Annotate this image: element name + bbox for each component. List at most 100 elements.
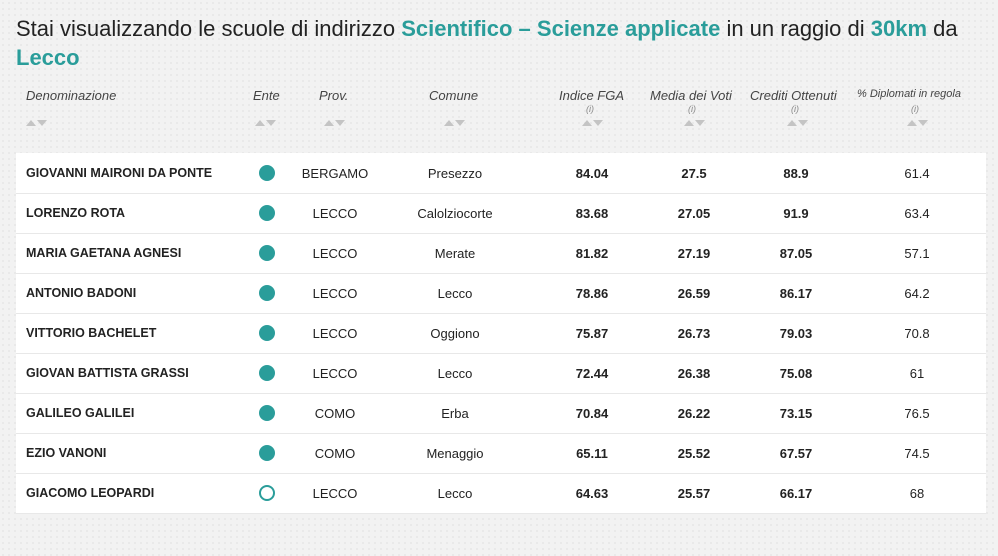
ente-filled-circle-icon bbox=[259, 285, 275, 301]
title-mid: in un raggio di bbox=[720, 16, 871, 41]
cell-indice: 83.68 bbox=[575, 205, 609, 221]
cell-media: 26.59 bbox=[677, 285, 711, 301]
sort-indice-icon[interactable] bbox=[582, 120, 604, 128]
cell-prov: LECCO bbox=[312, 325, 358, 341]
cell-prov: LECCO bbox=[312, 205, 358, 221]
cell-name[interactable]: GIOVAN BATTISTA GRASSI bbox=[26, 366, 189, 380]
cell-prov: COMO bbox=[314, 405, 356, 421]
cell-media: 27.05 bbox=[677, 205, 711, 221]
cell-indice: 78.86 bbox=[575, 285, 609, 301]
cell-ente bbox=[252, 273, 282, 313]
col-denominazione: Denominazione bbox=[26, 88, 117, 103]
cell-prov: BERGAMO bbox=[301, 165, 369, 181]
col-prov: Prov. bbox=[319, 88, 349, 103]
info-media-icon[interactable]: (i) bbox=[688, 104, 696, 114]
cell-ente bbox=[252, 433, 282, 473]
cell-ente bbox=[252, 233, 282, 273]
cell-indice: 70.84 bbox=[575, 405, 609, 421]
cell-ente bbox=[252, 393, 282, 433]
cell-indice: 75.87 bbox=[575, 325, 609, 341]
sort-prov-icon[interactable] bbox=[324, 120, 346, 128]
info-diplomati-icon[interactable]: (i) bbox=[911, 104, 919, 114]
cell-crediti: 67.57 bbox=[779, 445, 813, 461]
sort-ente-icon[interactable] bbox=[255, 120, 277, 128]
cell-diplomati: 68 bbox=[909, 485, 925, 501]
cell-name[interactable]: VITTORIO BACHELET bbox=[26, 326, 157, 340]
cell-diplomati: 70.8 bbox=[904, 325, 930, 341]
cell-prov: LECCO bbox=[312, 245, 358, 261]
table-row[interactable]: EZIO VANONI COMO Menaggio 65.11 25.52 67.57 74… bbox=[16, 433, 986, 474]
cell-crediti: 91.9 bbox=[783, 205, 809, 221]
cell-diplomati: 61 bbox=[909, 365, 925, 381]
title-suffix: da bbox=[927, 16, 958, 41]
cell-ente bbox=[252, 313, 282, 353]
info-indice-icon[interactable]: (i) bbox=[586, 104, 594, 114]
cell-comune: Lecco bbox=[437, 365, 473, 381]
cell-name[interactable]: GIACOMO LEOPARDI bbox=[26, 486, 155, 500]
cell-name[interactable]: MARIA GAETANA AGNESI bbox=[26, 246, 182, 260]
table-row[interactable]: VITTORIO BACHELET LECCO Oggiono 75.87 26.73 7… bbox=[16, 313, 986, 354]
ente-filled-circle-icon bbox=[259, 245, 275, 261]
sort-crediti-icon[interactable] bbox=[787, 120, 809, 128]
cell-prov: LECCO bbox=[312, 485, 358, 501]
cell-media: 26.73 bbox=[677, 325, 711, 341]
cell-ente bbox=[252, 473, 282, 513]
cell-crediti: 87.05 bbox=[779, 245, 813, 261]
ente-filled-circle-icon bbox=[259, 445, 275, 461]
table-row[interactable]: ANTONIO BADONI LECCO Lecco 78.86 26.59 86.17 6… bbox=[16, 273, 986, 314]
cell-ente bbox=[252, 193, 282, 233]
table-row[interactable]: GIOVANNI MAIRONI DA PONTE BERGAMO Presezzo… bbox=[16, 153, 986, 194]
cell-indice: 84.04 bbox=[575, 165, 609, 181]
cell-comune: Erba bbox=[441, 405, 469, 421]
info-crediti-icon[interactable]: (i) bbox=[791, 104, 799, 114]
cell-indice: 64.63 bbox=[575, 485, 609, 501]
cell-diplomati: 76.5 bbox=[904, 405, 930, 421]
cell-name[interactable]: GIOVANNI MAIRONI DA PONTE bbox=[26, 166, 213, 180]
cell-media: 25.52 bbox=[677, 445, 711, 461]
cell-comune: Merate bbox=[434, 245, 476, 261]
cell-name[interactable]: GALILEO GALILEI bbox=[26, 406, 135, 420]
cell-prov: LECCO bbox=[312, 285, 358, 301]
title-indirizzo: Scientifico – Scienze applicate bbox=[401, 16, 721, 41]
table-row[interactable]: MARIA GAETANA AGNESI LECCO Merate 81.82 27.1… bbox=[16, 233, 986, 274]
sort-comune-icon[interactable] bbox=[444, 120, 466, 128]
table-row[interactable]: LORENZO ROTA LECCO Calolziocorte 83.68 27.05… bbox=[16, 193, 986, 234]
cell-media: 26.22 bbox=[677, 405, 711, 421]
cell-ente bbox=[252, 153, 282, 193]
cell-indice: 65.11 bbox=[576, 445, 608, 461]
sort-media-icon[interactable] bbox=[684, 120, 706, 128]
cell-indice: 72.44 bbox=[575, 365, 609, 381]
cell-name[interactable]: EZIO VANONI bbox=[26, 446, 107, 460]
cell-comune: Lecco bbox=[437, 285, 473, 301]
page-title: Stai visualizzando le scuole di indirizz… bbox=[16, 14, 991, 72]
cell-name[interactable]: LORENZO ROTA bbox=[26, 206, 126, 220]
cell-media: 27.5 bbox=[681, 165, 707, 181]
col-diplomati: % Diplomati in regola bbox=[857, 88, 961, 100]
table-header: Denominazione Ente Prov. Comune Indice F… bbox=[16, 86, 986, 142]
schools-table: GIOVANNI MAIRONI DA PONTE BERGAMO Presezzo… bbox=[16, 153, 986, 514]
cell-diplomati: 57.1 bbox=[904, 245, 930, 261]
cell-comune: Oggiono bbox=[430, 325, 480, 341]
cell-name[interactable]: ANTONIO BADONI bbox=[26, 286, 137, 300]
cell-prov: COMO bbox=[314, 445, 356, 461]
cell-crediti: 66.17 bbox=[779, 485, 813, 501]
cell-crediti: 79.03 bbox=[779, 325, 813, 341]
cell-media: 26.38 bbox=[677, 365, 711, 381]
title-prefix: Stai visualizzando le scuole di indirizz… bbox=[16, 16, 402, 41]
col-ente: Ente bbox=[253, 88, 280, 103]
cell-crediti: 75.08 bbox=[779, 365, 813, 381]
sort-diplomati-icon[interactable] bbox=[907, 120, 929, 128]
title-raggio: 30km bbox=[870, 16, 928, 41]
cell-diplomati: 74.5 bbox=[904, 445, 930, 461]
cell-crediti: 86.17 bbox=[779, 285, 813, 301]
ente-filled-circle-icon bbox=[259, 365, 275, 381]
cell-diplomati: 63.4 bbox=[904, 205, 930, 221]
table-row[interactable]: GIOVAN BATTISTA GRASSI LECCO Lecco 72.44 26.… bbox=[16, 353, 986, 394]
cell-crediti: 73.15 bbox=[779, 405, 813, 421]
table-row[interactable]: GIACOMO LEOPARDI LECCO Lecco 64.63 25.57 66.1… bbox=[16, 473, 986, 514]
cell-indice: 81.82 bbox=[575, 245, 609, 261]
sort-denominazione-icon[interactable] bbox=[26, 120, 48, 128]
ente-empty-circle-icon bbox=[259, 485, 275, 501]
table-row[interactable]: GALILEO GALILEI COMO Erba 70.84 26.22 73.15 76… bbox=[16, 393, 986, 434]
cell-comune: Presezzo bbox=[427, 165, 483, 181]
